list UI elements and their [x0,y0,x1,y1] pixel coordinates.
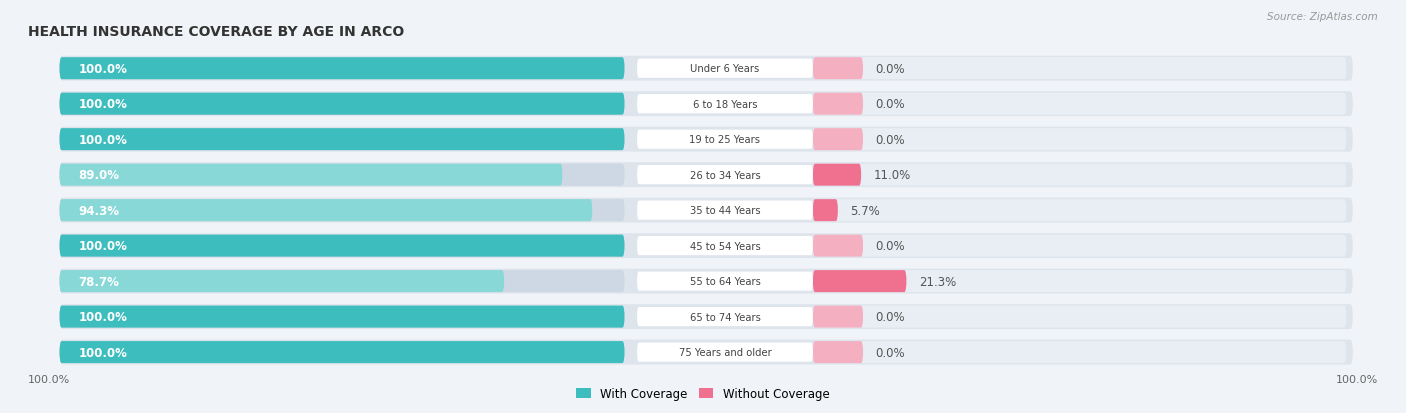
FancyBboxPatch shape [59,93,624,115]
FancyBboxPatch shape [59,271,505,292]
FancyBboxPatch shape [59,198,1353,223]
Text: 78.7%: 78.7% [79,275,120,288]
Text: HEALTH INSURANCE COVERAGE BY AGE IN ARCO: HEALTH INSURANCE COVERAGE BY AGE IN ARCO [28,25,405,39]
FancyBboxPatch shape [59,128,1353,152]
Text: Under 6 Years: Under 6 Years [690,64,759,74]
FancyBboxPatch shape [813,341,863,363]
Text: Source: ZipAtlas.com: Source: ZipAtlas.com [1267,12,1378,22]
FancyBboxPatch shape [59,341,624,363]
Text: 0.0%: 0.0% [876,62,905,76]
FancyBboxPatch shape [813,199,1347,222]
FancyBboxPatch shape [813,235,863,257]
FancyBboxPatch shape [59,164,562,186]
Text: 100.0%: 100.0% [79,62,127,76]
Text: 35 to 44 Years: 35 to 44 Years [690,206,761,216]
FancyBboxPatch shape [813,129,1347,151]
FancyBboxPatch shape [813,164,862,186]
FancyBboxPatch shape [813,306,1347,328]
FancyBboxPatch shape [813,271,907,292]
FancyBboxPatch shape [813,341,1347,363]
FancyBboxPatch shape [59,341,624,363]
FancyBboxPatch shape [59,129,624,151]
FancyBboxPatch shape [59,163,1353,188]
FancyBboxPatch shape [813,58,863,80]
FancyBboxPatch shape [813,93,1347,115]
FancyBboxPatch shape [813,306,863,328]
Text: 5.7%: 5.7% [851,204,880,217]
FancyBboxPatch shape [59,340,1353,365]
Text: 0.0%: 0.0% [876,310,905,323]
FancyBboxPatch shape [59,199,624,222]
FancyBboxPatch shape [59,129,624,151]
Text: 0.0%: 0.0% [876,240,905,252]
FancyBboxPatch shape [637,166,813,185]
Text: 100.0%: 100.0% [79,98,127,111]
Text: 26 to 34 Years: 26 to 34 Years [689,170,761,180]
FancyBboxPatch shape [813,199,838,222]
FancyBboxPatch shape [59,271,624,292]
FancyBboxPatch shape [637,307,813,326]
FancyBboxPatch shape [813,164,1347,186]
Legend: With Coverage, Without Coverage: With Coverage, Without Coverage [572,382,834,404]
FancyBboxPatch shape [59,235,624,257]
FancyBboxPatch shape [813,58,1347,80]
Text: 100.0%: 100.0% [79,240,127,252]
Text: 21.3%: 21.3% [920,275,956,288]
Text: 55 to 64 Years: 55 to 64 Years [689,276,761,287]
FancyBboxPatch shape [59,57,1353,81]
Text: 0.0%: 0.0% [876,346,905,359]
FancyBboxPatch shape [637,95,813,114]
Text: 100.0%: 100.0% [28,374,70,384]
Text: 75 Years and older: 75 Years and older [679,347,772,357]
FancyBboxPatch shape [637,201,813,220]
Text: 89.0%: 89.0% [79,169,120,182]
Text: 100.0%: 100.0% [79,310,127,323]
FancyBboxPatch shape [59,306,624,328]
FancyBboxPatch shape [59,93,624,115]
FancyBboxPatch shape [59,92,1353,117]
FancyBboxPatch shape [637,237,813,256]
FancyBboxPatch shape [813,93,863,115]
FancyBboxPatch shape [637,59,813,78]
Text: 100.0%: 100.0% [79,133,127,146]
FancyBboxPatch shape [637,343,813,362]
Text: 94.3%: 94.3% [79,204,120,217]
FancyBboxPatch shape [813,129,863,151]
FancyBboxPatch shape [59,304,1353,329]
Text: 11.0%: 11.0% [873,169,911,182]
FancyBboxPatch shape [59,164,624,186]
FancyBboxPatch shape [813,271,1347,292]
Text: 100.0%: 100.0% [1336,374,1378,384]
FancyBboxPatch shape [637,272,813,291]
FancyBboxPatch shape [59,58,624,80]
FancyBboxPatch shape [59,58,624,80]
Text: 0.0%: 0.0% [876,133,905,146]
Text: 100.0%: 100.0% [79,346,127,359]
Text: 19 to 25 Years: 19 to 25 Years [689,135,761,145]
Text: 45 to 54 Years: 45 to 54 Years [689,241,761,251]
Text: 6 to 18 Years: 6 to 18 Years [693,100,758,109]
FancyBboxPatch shape [59,234,1353,259]
FancyBboxPatch shape [59,306,624,328]
FancyBboxPatch shape [813,235,1347,257]
Text: 65 to 74 Years: 65 to 74 Years [689,312,761,322]
FancyBboxPatch shape [59,235,624,257]
Text: 0.0%: 0.0% [876,98,905,111]
FancyBboxPatch shape [59,269,1353,294]
FancyBboxPatch shape [637,130,813,150]
FancyBboxPatch shape [59,199,592,222]
